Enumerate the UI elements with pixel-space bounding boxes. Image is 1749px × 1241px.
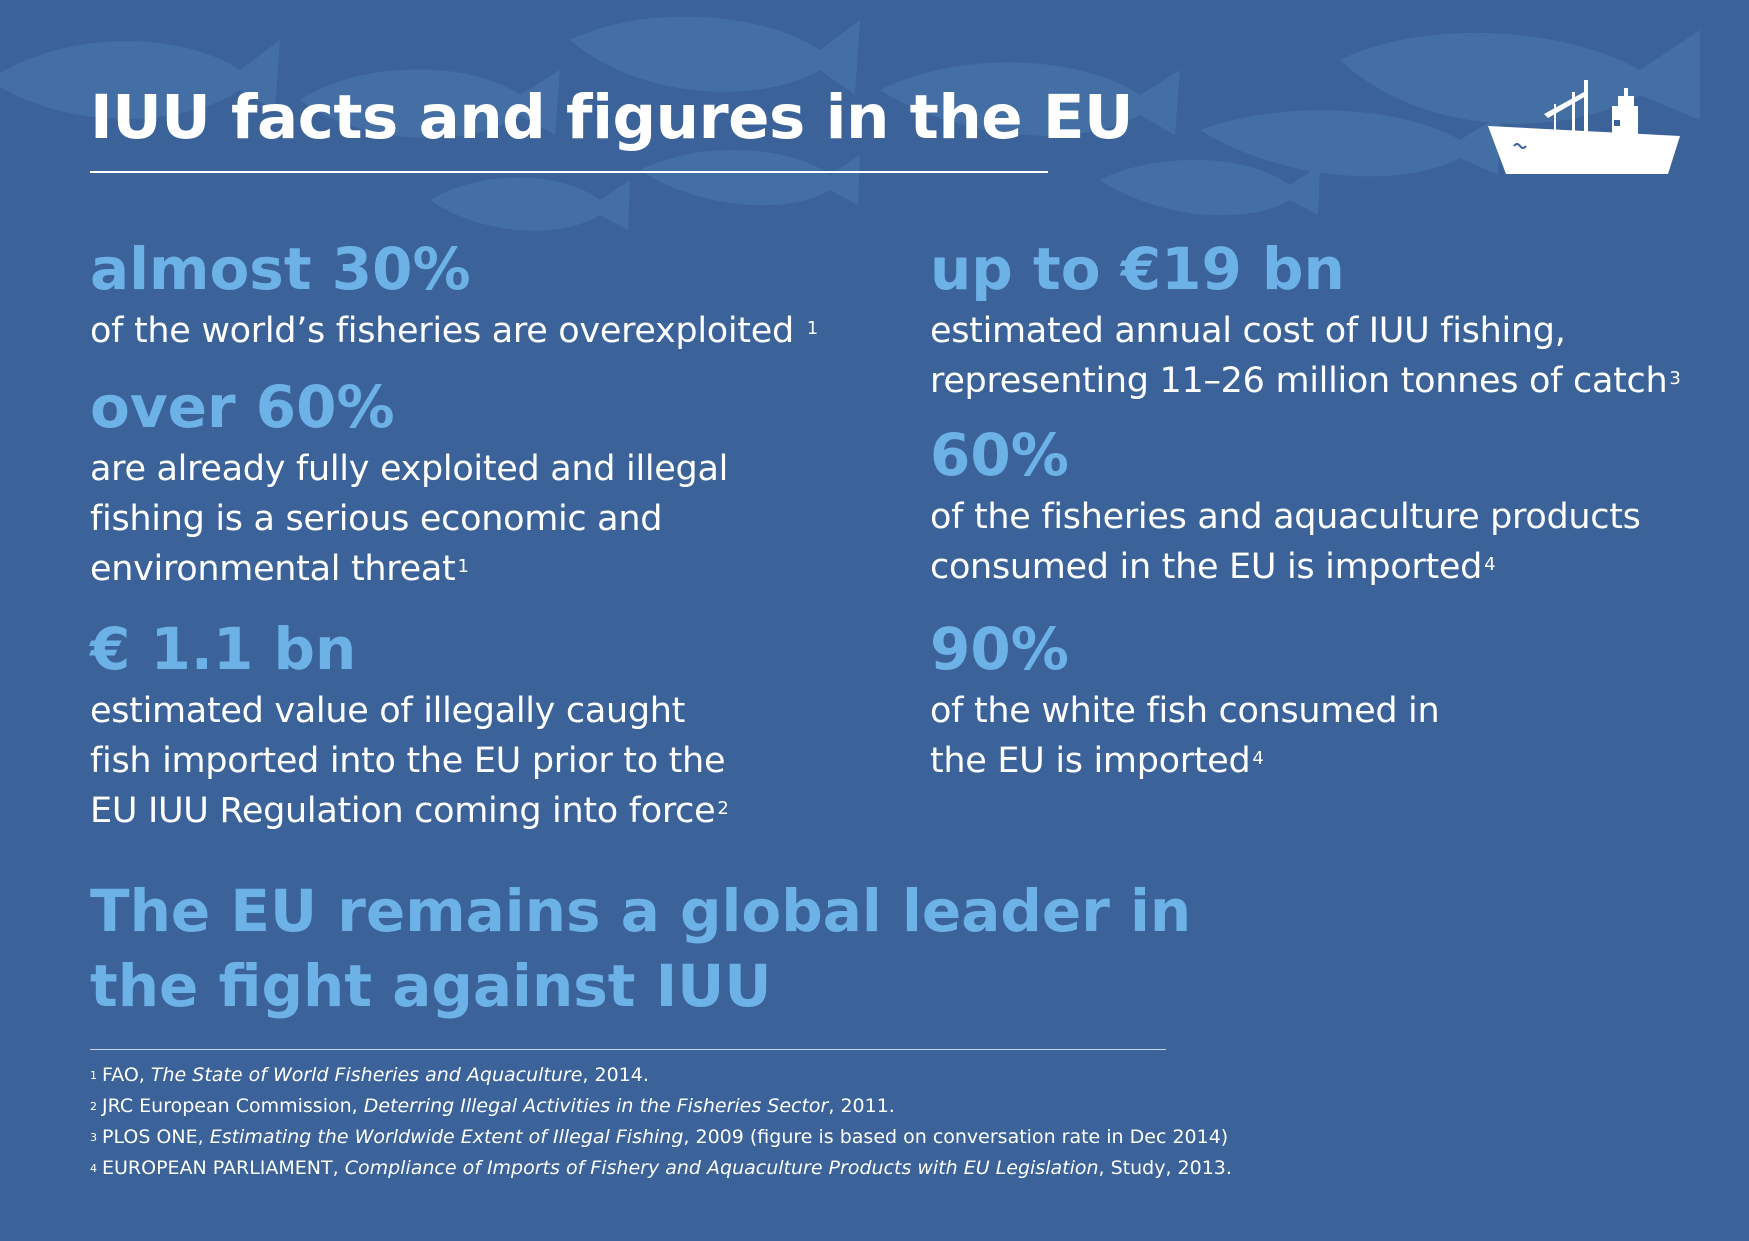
closing-statement: The EU remains a global leader in the fi… — [90, 874, 1290, 1024]
stat-value: up to €19 bn — [930, 235, 1345, 303]
closing-line: the fight against IUU — [90, 952, 772, 1020]
footnote-ref: 1 — [806, 318, 818, 339]
footnote: 2 JRC European Commission, Deterring Ille… — [90, 1095, 895, 1117]
stat-line: of the white fish consumed in — [930, 691, 1440, 731]
stat-line: estimated value of illegally caught — [90, 691, 686, 731]
stat-imported-products: 60% of the fisheries and aquaculture pro… — [930, 424, 1641, 592]
footnote-ref: 4 — [1484, 554, 1496, 575]
stat-value: 60% — [930, 421, 1069, 489]
stat-line: fishing is a serious economic and — [90, 499, 663, 539]
footnote-ref: 4 — [1252, 748, 1264, 769]
stat-line: estimated annual cost of IUU fishing, — [930, 311, 1566, 351]
stat-line: the EU is imported — [930, 741, 1251, 781]
stat-description: estimated annual cost of IUU fishing, re… — [930, 306, 1681, 406]
stat-line: consumed in the EU is imported — [930, 547, 1483, 587]
stat-description: of the world’s fisheries are overexploit… — [90, 306, 818, 356]
stat-description: of the white fish consumed in the EU is … — [930, 686, 1440, 786]
stat-illegal-catch-value: € 1.1 bn estimated value of illegally ca… — [90, 618, 729, 836]
footnote: 3 PLOS ONE, Estimating the Worldwide Exte… — [90, 1126, 1229, 1148]
stat-line: representing 11–26 million tonnes of cat… — [930, 361, 1668, 401]
stat-value: € 1.1 bn — [90, 615, 357, 683]
stat-overexploited: almost 30% of the world’s fisheries are … — [90, 238, 818, 356]
title-divider — [90, 171, 1048, 173]
stat-line: of the world’s fisheries are overexploit… — [90, 311, 794, 351]
footnote-ref: 1 — [457, 556, 469, 577]
stat-white-fish: 90% of the white fish consumed in the EU… — [930, 615, 1440, 786]
page-title: IUU facts and figures in the EU — [90, 82, 1134, 153]
stat-description: of the fisheries and aquaculture product… — [930, 492, 1641, 592]
stat-line: fish imported into the EU prior to the — [90, 741, 726, 781]
stat-line: environmental threat — [90, 549, 456, 589]
footnote-ref: 3 — [1669, 368, 1681, 389]
stat-annual-cost: up to €19 bn estimated annual cost of IU… — [930, 238, 1681, 406]
stat-value: almost 30% — [90, 235, 471, 303]
closing-line: The EU remains a global leader in — [90, 877, 1192, 945]
stat-value: over 60% — [90, 373, 395, 441]
footnote: 4 EUROPEAN PARLIAMENT, Compliance of Impo… — [90, 1157, 1232, 1179]
footnotes-divider — [90, 1049, 1166, 1050]
stat-value: 90% — [930, 615, 1069, 683]
stat-line: EU IUU Regulation coming into force — [90, 791, 716, 831]
fish-silhouettes-background — [0, 16, 1700, 231]
footnotes: 1 FAO, The State of World Fisheries and A… — [90, 1060, 1232, 1184]
stat-line: of the fisheries and aquaculture product… — [930, 497, 1641, 537]
footnote-ref: 2 — [717, 798, 729, 819]
stat-description: are already fully exploited and illegal … — [90, 444, 728, 594]
footnote: 1 FAO, The State of World Fisheries and A… — [90, 1064, 649, 1086]
stat-fully-exploited: over 60% are already fully exploited and… — [90, 376, 728, 594]
stat-description: estimated value of illegally caught fish… — [90, 686, 729, 836]
stat-line: are already fully exploited and illegal — [90, 449, 729, 489]
fishing-vessel-icon — [1488, 80, 1680, 174]
